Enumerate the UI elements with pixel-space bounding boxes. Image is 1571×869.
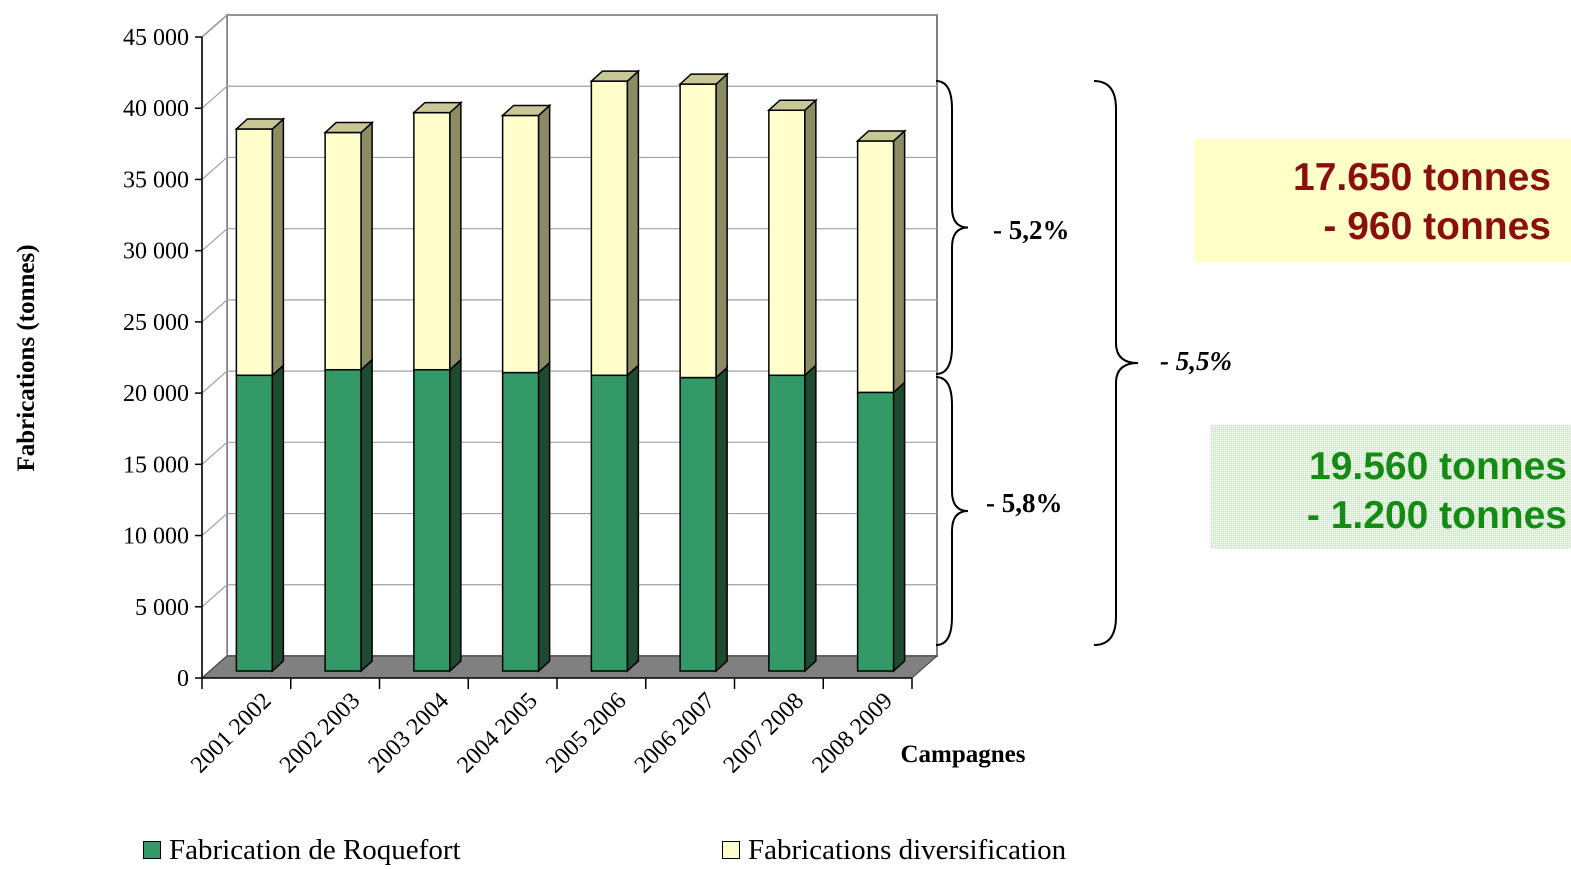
bar-roquefort [590,374,629,672]
y-tick-label: 5 000 [135,595,189,621]
bar-diversification-top [855,130,907,142]
y-tick-label: 0 [177,666,189,692]
x-tick-label: 2001 2002 [186,688,277,779]
diversification-delta: - 960 tonnes [1323,205,1551,248]
side-wall [201,13,228,680]
x-tick-label: 2006 2007 [630,688,721,779]
brace-total [1093,80,1139,646]
bar-stack [855,129,907,673]
roquefort-delta: - 1.200 tonnes [1306,494,1567,537]
bar-diversification-side [449,100,462,372]
y-tick-label: 20 000 [123,381,189,407]
bar-diversification-top [411,101,463,114]
gridline [201,14,937,38]
x-axis-title: Campagnes [900,741,1025,768]
x-tick-label: 2004 2005 [452,688,543,779]
brace-roquefort [935,376,969,646]
bar-diversification [590,80,629,377]
annotation-roquefort-change: - 5,8% [986,488,1063,518]
chart-walls [200,13,939,680]
annotation-diversification-change: - 5,2% [993,215,1070,245]
roquefort-tonnage: 19.560 tonnes [1309,445,1567,488]
bar-roquefort-side [449,358,462,673]
bar-stack [766,98,818,673]
bar-stack [323,120,375,673]
axes [195,36,913,689]
y-axis-title: Fabrications (tonnes) [13,244,40,471]
bar-diversification-side [360,120,373,372]
brace-diversification [935,80,969,375]
bar-roquefort [768,374,806,672]
bar-roquefort-side [271,363,285,673]
legend-label-roquefort: Fabrication de Roquefort [169,833,461,866]
bar-diversification [324,131,362,371]
legend-swatch-diversification [722,841,740,859]
legend-item-diversification: Fabrications diversification [722,834,1066,866]
bar-roquefort [856,391,895,672]
legend-label-diversification: Fabrications diversification [748,833,1067,866]
y-tick-label: 25 000 [123,310,189,336]
bar-diversification [413,111,451,371]
legend-item-roquefort: Fabrication de Roquefort [143,834,461,866]
bar-diversification-top [323,121,375,134]
x-tick-label: 2008 2009 [807,688,898,779]
bar-stack [678,72,730,673]
bars [234,69,907,673]
bar-roquefort [324,368,362,672]
bar-roquefort-side [360,358,373,673]
bar-diversification-side [715,72,728,380]
bar-diversification [768,109,806,377]
bar-diversification-side [804,98,817,377]
bar-roquefort [501,371,540,672]
y-tick-label: 40 000 [123,96,189,122]
bar-roquefort-side [537,360,551,673]
bar-diversification-top [234,118,286,130]
bar-diversification [856,140,895,394]
diversification-info-box: 17.650 tonnes - 960 tonnes [1194,139,1571,262]
bar-diversification [235,128,274,377]
floor [200,655,939,679]
annotation-total-change: - 5,5% [1160,346,1232,376]
bar-roquefort [235,374,274,672]
bar-diversification-top [766,99,818,111]
x-tick-label: 2005 2006 [541,688,632,779]
y-tick-label: 15 000 [123,452,189,478]
x-tick-label: 2003 2004 [364,688,455,779]
roquefort-info-box: 19.560 tonnes - 1.200 tonnes [1210,425,1571,549]
bar-stack [411,100,463,673]
bar-diversification-side [537,103,551,375]
y-tick-label: 45 000 [123,25,189,51]
y-tick-label: 30 000 [123,239,189,265]
bar-stack [500,103,552,673]
x-tick-label: 2002 2003 [275,688,366,779]
bar-stack [234,117,286,673]
bar-roquefort-side [804,363,817,673]
braces [935,80,1139,646]
x-tick-label: 2007 2008 [719,688,810,779]
diversification-tonnage: 17.650 tonnes [1293,156,1551,199]
bar-roquefort [413,368,451,672]
bar-diversification [679,83,717,379]
bar-diversification [501,114,540,374]
bar-diversification-side [892,129,906,395]
bar-diversification-top [589,70,641,82]
bar-stack [589,69,641,673]
bar-diversification-side [626,69,640,377]
bar-diversification-top [500,104,552,117]
bar-roquefort-side [715,365,728,673]
bar-roquefort-side [892,380,906,673]
bar-roquefort-side [626,363,640,673]
bar-diversification-top [678,73,730,85]
legend-swatch-roquefort [143,841,161,859]
bar-roquefort [679,376,717,672]
y-tick-label: 35 000 [123,167,189,193]
bar-diversification-side [271,117,285,377]
y-tick-label: 10 000 [123,524,189,550]
